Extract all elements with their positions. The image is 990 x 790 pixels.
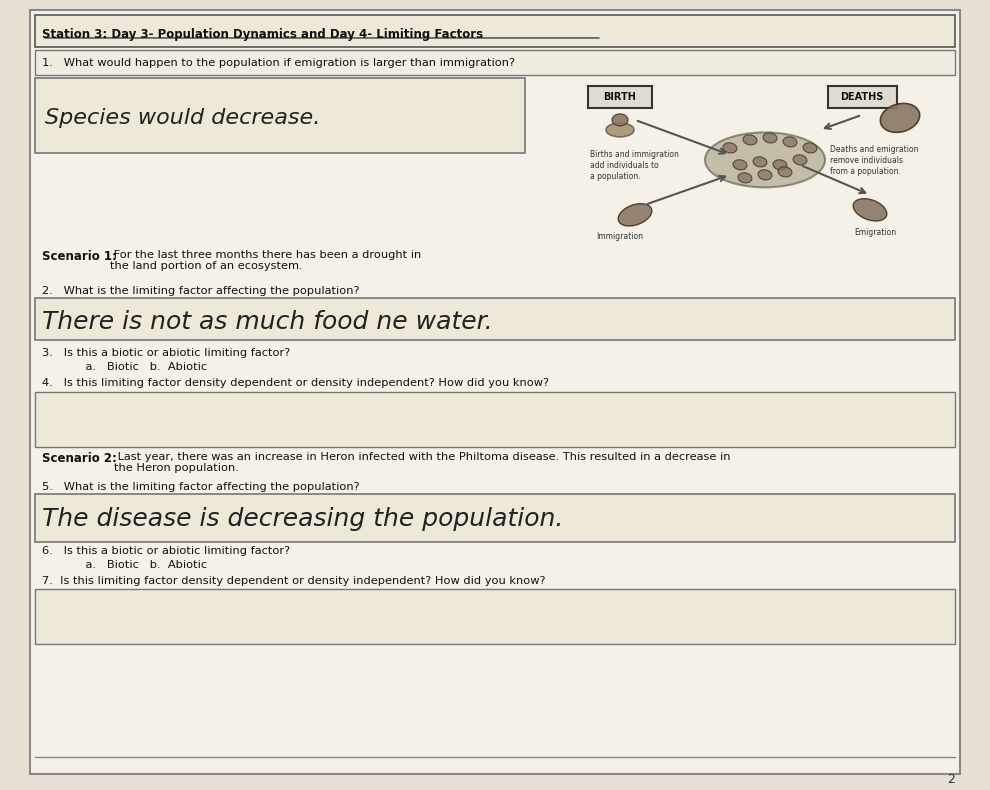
Ellipse shape — [880, 103, 920, 133]
FancyBboxPatch shape — [588, 86, 652, 108]
Ellipse shape — [733, 160, 746, 170]
Text: 5.   What is the limiting factor affecting the population?: 5. What is the limiting factor affecting… — [42, 482, 359, 491]
Text: a.   Biotic   b.  Abiotic: a. Biotic b. Abiotic — [42, 362, 207, 371]
Bar — [35, 15, 955, 47]
Text: Immigration: Immigration — [597, 231, 644, 241]
Text: 4.   Is this limiting factor density dependent or density independent? How did y: 4. Is this limiting factor density depen… — [42, 378, 549, 388]
Text: a.   Biotic   b.  Abiotic: a. Biotic b. Abiotic — [42, 559, 207, 570]
Ellipse shape — [793, 155, 807, 165]
Ellipse shape — [753, 156, 767, 167]
Text: 7.  Is this limiting factor density dependent or density independent? How did yo: 7. Is this limiting factor density depen… — [42, 575, 545, 585]
Bar — [35, 50, 955, 75]
Ellipse shape — [705, 133, 825, 187]
Text: Deaths and emigration
remove individuals
from a population.: Deaths and emigration remove individuals… — [830, 145, 919, 176]
FancyBboxPatch shape — [828, 86, 897, 108]
Ellipse shape — [778, 167, 792, 177]
Bar — [35, 494, 955, 541]
Bar — [35, 589, 955, 645]
Ellipse shape — [618, 204, 651, 226]
Text: Scenario 2:: Scenario 2: — [42, 452, 117, 465]
Bar — [35, 392, 955, 446]
Text: 2: 2 — [947, 773, 955, 786]
Ellipse shape — [773, 160, 787, 170]
Ellipse shape — [758, 170, 772, 180]
FancyBboxPatch shape — [30, 10, 960, 774]
Ellipse shape — [763, 133, 777, 143]
Text: 3.   Is this a biotic or abiotic limiting factor?: 3. Is this a biotic or abiotic limiting … — [42, 348, 290, 358]
Text: Scenario 1:: Scenario 1: — [42, 250, 117, 263]
Ellipse shape — [612, 114, 628, 126]
Text: 2.   What is the limiting factor affecting the population?: 2. What is the limiting factor affecting… — [42, 286, 359, 295]
Text: For the last three months there has been a drought in
the land portion of an eco: For the last three months there has been… — [110, 250, 422, 272]
Text: 6.   Is this a biotic or abiotic limiting factor?: 6. Is this a biotic or abiotic limiting … — [42, 546, 290, 555]
Text: There is not as much food ne water.: There is not as much food ne water. — [42, 310, 493, 333]
Ellipse shape — [783, 137, 797, 147]
Text: DEATHS: DEATHS — [841, 92, 884, 102]
Text: Last year, there was an increase in Heron infected with the Philtoma disease. Th: Last year, there was an increase in Hero… — [114, 452, 731, 473]
Text: BIRTH: BIRTH — [604, 92, 637, 102]
Text: Emigration: Emigration — [854, 228, 896, 237]
Ellipse shape — [803, 143, 817, 153]
Text: 1.   What would happen to the population if emigration is larger than immigratio: 1. What would happen to the population i… — [42, 58, 515, 68]
Ellipse shape — [723, 143, 737, 153]
Ellipse shape — [739, 173, 752, 183]
Text: Species would decrease.: Species would decrease. — [45, 108, 321, 128]
Text: Births and immigration
add individuals to
a population.: Births and immigration add individuals t… — [590, 150, 679, 181]
Bar — [35, 78, 525, 153]
Ellipse shape — [606, 123, 634, 137]
Ellipse shape — [853, 199, 887, 221]
Bar — [35, 298, 955, 340]
Text: The disease is decreasing the population.: The disease is decreasing the population… — [42, 506, 563, 531]
Text: Station 3: Day 3- Population Dynamics and Day 4- Limiting Factors: Station 3: Day 3- Population Dynamics an… — [42, 28, 483, 41]
Ellipse shape — [743, 135, 757, 145]
